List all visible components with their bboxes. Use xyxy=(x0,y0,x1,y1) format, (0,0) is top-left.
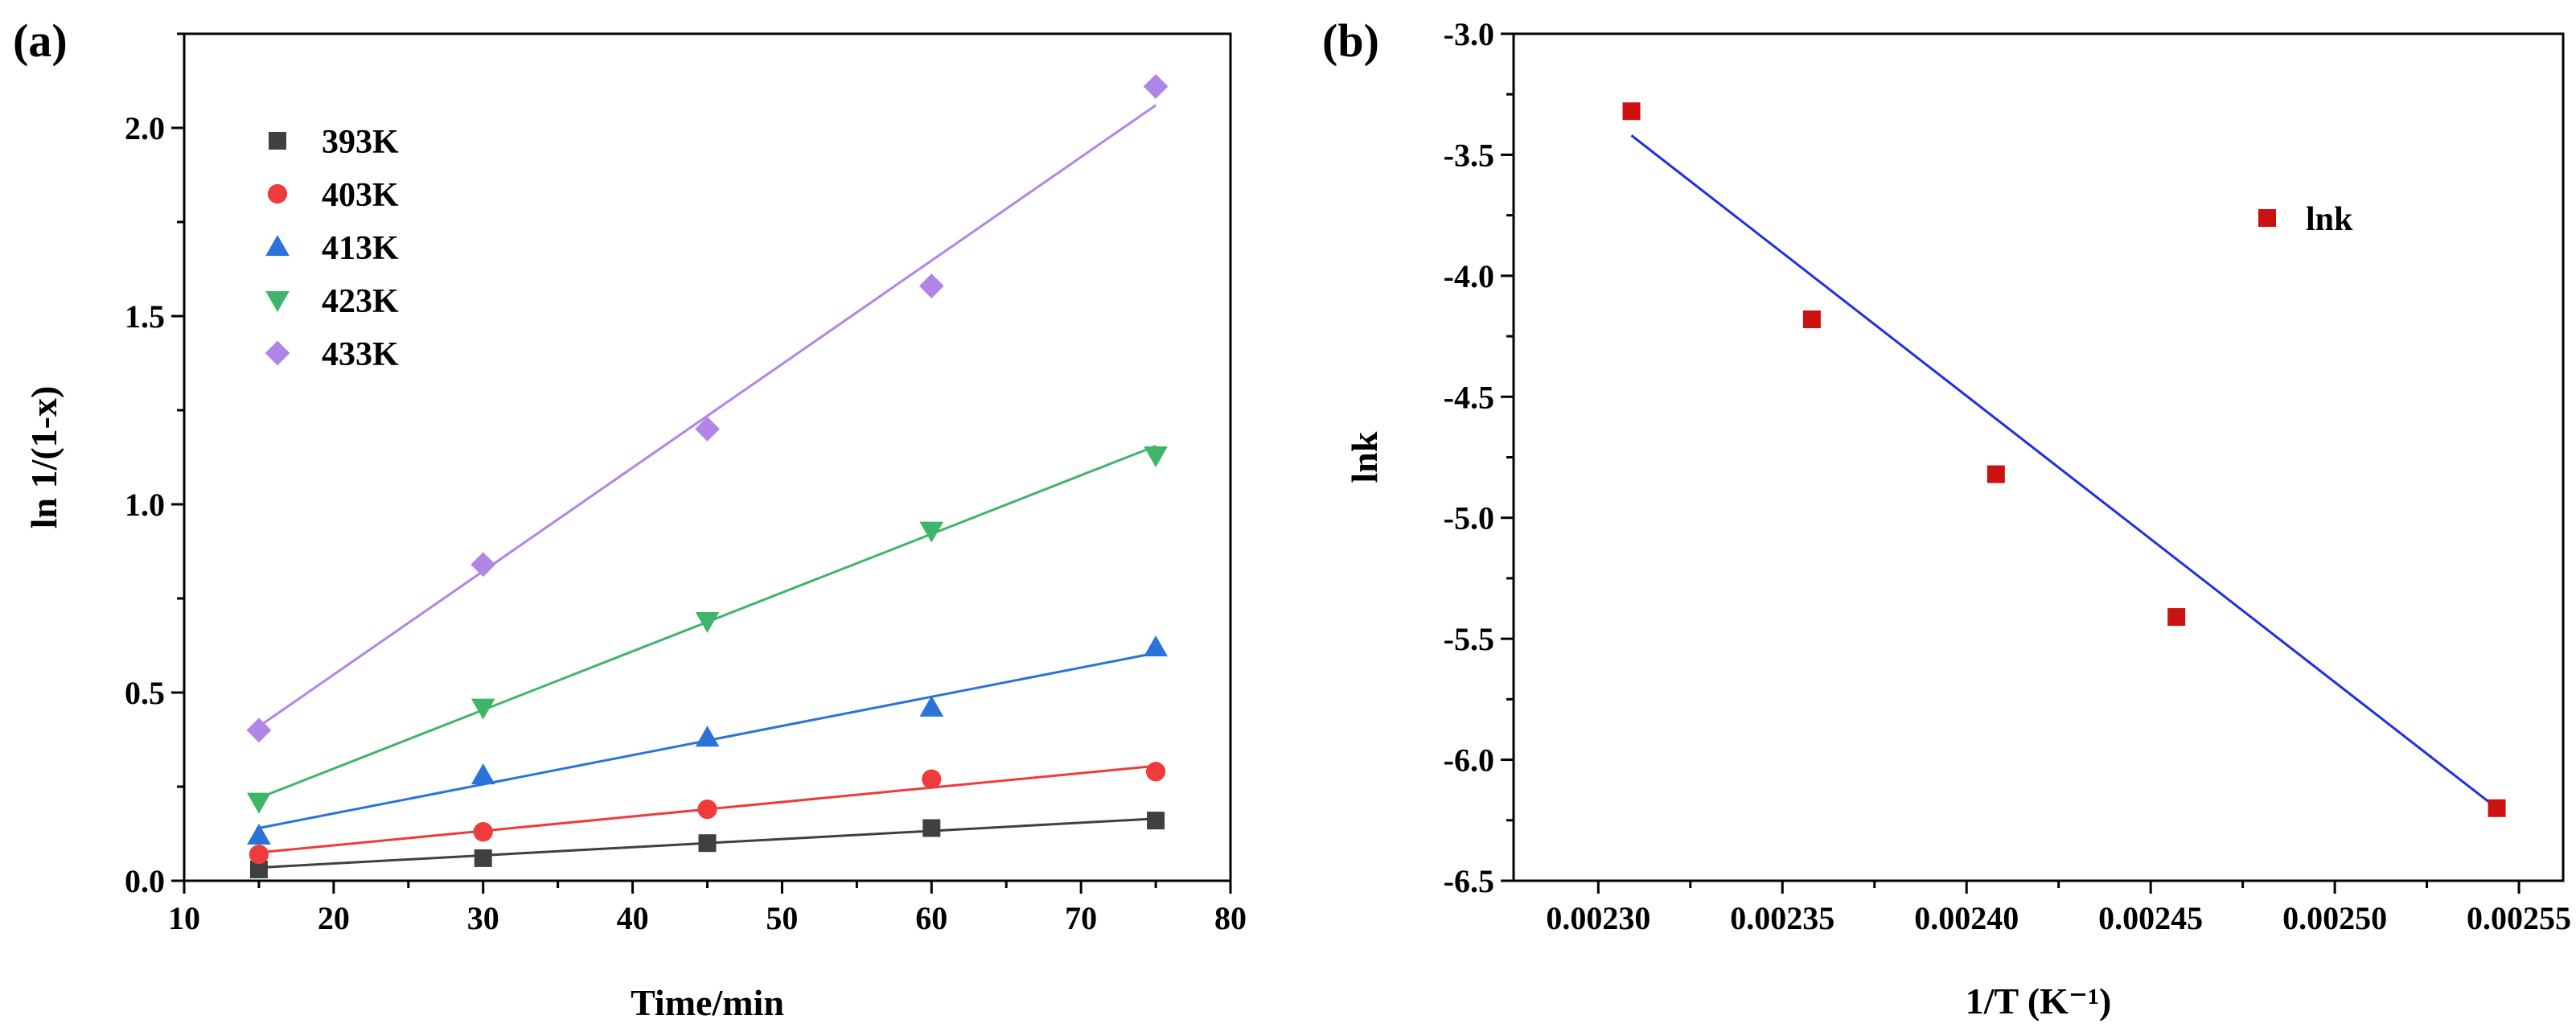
a-point-433k xyxy=(246,717,272,743)
a-y-tick-label: 2.0 xyxy=(125,110,165,146)
panel-b-data-points xyxy=(1622,102,2506,817)
b-x-tick-label: 0.00245 xyxy=(2098,900,2203,936)
a-point-423k xyxy=(247,792,271,814)
b-y-tick-label: -6.5 xyxy=(1444,863,1494,899)
b-x-tick-label: 0.00250 xyxy=(2282,900,2387,936)
a-point-393k xyxy=(474,849,492,867)
b-legend-label-lnk: lnk xyxy=(2306,201,2353,238)
a-x-tick-label: 40 xyxy=(617,900,649,936)
panel-a-ticks: 10 20 30 40 50 60 70 80 0.0 0.5 1.0 1.5 2.0 xyxy=(125,32,1247,936)
a-point-393k xyxy=(698,834,717,853)
b-y-tick-label: -5.5 xyxy=(1444,621,1494,657)
b-point-lnk xyxy=(2167,608,2186,627)
chart-panel-a: (a) 10 20 30 40 50 60 70 80 0.0 0.5 1.0 1.5 2.0 393K… xyxy=(13,14,1247,1023)
panel-a-y-axis-title: ln 1/(1-x) xyxy=(23,386,64,529)
a-point-413k xyxy=(470,763,495,785)
b-legend-marker-lnk xyxy=(2258,209,2276,227)
b-y-tick-label: -4.5 xyxy=(1444,379,1494,415)
b-fit-line-lnk xyxy=(1630,134,2498,809)
a-point-403k xyxy=(1145,762,1166,782)
a-legend-marker-393k xyxy=(269,132,286,150)
a-point-393k xyxy=(249,860,268,878)
b-y-tick-label: -5.0 xyxy=(1444,500,1494,536)
a-point-423k xyxy=(919,521,944,543)
a-x-tick-label: 80 xyxy=(1214,900,1247,936)
a-legend-label-433k: 433K xyxy=(322,336,399,373)
a-point-423k xyxy=(1144,446,1168,468)
a-point-403k xyxy=(697,799,717,820)
panel-b-label: (b) xyxy=(1322,14,1379,67)
b-x-tick-label: 0.00230 xyxy=(1546,900,1650,936)
panel-b-legend: lnk xyxy=(2258,201,2353,238)
a-point-403k xyxy=(249,845,269,865)
a-x-tick-label: 10 xyxy=(168,900,200,936)
a-legend-label-413k: 413K xyxy=(322,230,399,267)
a-legend-marker-403k xyxy=(267,183,288,204)
a-fit-line-433k xyxy=(258,104,1157,728)
a-x-tick-label: 20 xyxy=(318,900,350,936)
a-point-423k xyxy=(695,611,720,633)
a-point-403k xyxy=(473,822,493,842)
chart-panel-b: (b) 0.00230 0.00235 0.00240 0.00245 0.00250 0… xyxy=(1322,14,2571,1022)
b-y-tick-label: -3.5 xyxy=(1444,137,1494,173)
a-point-413k xyxy=(695,726,720,747)
a-legend-label-423k: 423K xyxy=(322,283,399,320)
a-y-tick-label: 0.0 xyxy=(125,863,165,899)
a-x-tick-label: 70 xyxy=(1065,900,1097,936)
b-y-tick-label: -6.0 xyxy=(1444,742,1494,779)
a-point-433k xyxy=(695,417,720,442)
panel-b-x-axis-title: 1/T (K⁻¹) xyxy=(1966,980,2112,1022)
b-point-lnk xyxy=(1622,102,1641,121)
b-y-tick-label: -3.0 xyxy=(1444,16,1494,52)
a-point-433k xyxy=(1143,74,1169,99)
a-x-tick-label: 60 xyxy=(915,900,947,936)
a-x-tick-label: 30 xyxy=(467,900,499,936)
panel-b-y-axis-title: lnk xyxy=(1344,431,1385,483)
panel-b-ticks: 0.00230 0.00235 0.00240 0.00245 0.00250 0.002… xyxy=(1444,16,2571,936)
a-point-413k xyxy=(1144,635,1168,656)
a-legend-marker-413k xyxy=(265,235,290,257)
b-point-lnk xyxy=(1802,310,1821,329)
a-point-423k xyxy=(470,698,495,720)
b-x-tick-label: 0.00255 xyxy=(2467,900,2571,936)
a-legend-label-393k: 393K xyxy=(322,124,399,161)
panel-a-label: (a) xyxy=(13,14,68,67)
panel-a-data-points xyxy=(246,74,1169,878)
a-point-403k xyxy=(922,769,942,789)
a-y-tick-label: 0.5 xyxy=(125,675,165,711)
a-point-433k xyxy=(470,552,496,578)
b-point-lnk xyxy=(1986,465,2005,483)
panel-b-plot-frame xyxy=(1512,32,2565,882)
a-point-413k xyxy=(247,823,271,845)
a-point-393k xyxy=(1147,812,1165,830)
a-x-tick-label: 50 xyxy=(766,900,798,936)
a-point-433k xyxy=(918,273,944,298)
a-legend-label-403k: 403K xyxy=(322,177,399,214)
b-y-tick-label: -4.0 xyxy=(1444,258,1494,294)
b-point-lnk xyxy=(2488,799,2506,817)
a-point-413k xyxy=(919,695,944,717)
panel-a-x-axis-title: Time/min xyxy=(631,982,784,1023)
b-x-tick-label: 0.00240 xyxy=(1914,900,2019,936)
a-legend-marker-423k xyxy=(265,290,290,312)
panel-a-fit-lines xyxy=(258,104,1157,870)
a-point-393k xyxy=(922,819,941,837)
a-y-tick-label: 1.5 xyxy=(125,298,165,335)
a-legend-marker-433k xyxy=(265,340,290,366)
a-y-tick-label: 1.0 xyxy=(125,487,165,523)
panel-a-legend: 393K 403K 413K 423K 433K xyxy=(265,124,399,373)
panel-b-fit-lines xyxy=(1630,134,2498,809)
b-x-tick-label: 0.00235 xyxy=(1730,900,1834,936)
